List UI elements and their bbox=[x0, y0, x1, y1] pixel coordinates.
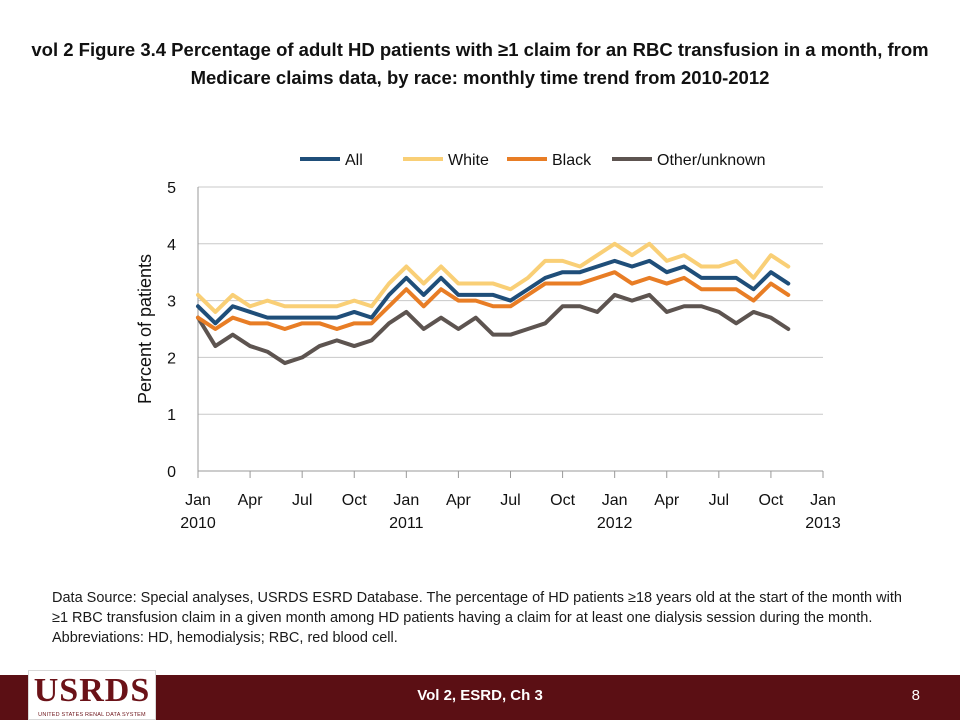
series-lines bbox=[196, 241, 791, 366]
y-tick-label: 3 bbox=[167, 294, 176, 311]
x-tick-label: Apr bbox=[654, 492, 680, 509]
legend: All White Black Other/unknown bbox=[300, 152, 766, 169]
usrds-logo: USRDS UNITED STATES RENAL DATA SYSTEM bbox=[28, 670, 156, 720]
y-tick-label: 4 bbox=[167, 237, 176, 254]
axes: 0 1 2 3 4 5 Jan 2010 Apr Jul Oct Jan 2011 Apr Jul Oct Ja… bbox=[167, 180, 841, 532]
x-tick-label: Oct bbox=[550, 492, 575, 509]
slide-title: vol 2 Figure 3.4 Percentage of adult HD … bbox=[31, 39, 929, 88]
x-tick-year-label: 2013 bbox=[805, 515, 841, 532]
series-line-black bbox=[196, 270, 791, 331]
series-line-other-unknown bbox=[196, 292, 791, 366]
x-tick-year-label: 2011 bbox=[389, 515, 424, 532]
y-axis-title: Percent of patients bbox=[135, 254, 155, 404]
logo-text: USRDS bbox=[33, 672, 151, 709]
x-tick-label: Jan bbox=[393, 492, 419, 509]
series-line-white bbox=[196, 241, 791, 314]
page-number: 8 bbox=[911, 687, 920, 704]
series-line-all bbox=[196, 258, 791, 326]
legend-label-other-unknown: Other/unknown bbox=[657, 152, 766, 169]
x-tick-label: Jan bbox=[185, 492, 211, 509]
y-tick-label: 1 bbox=[167, 407, 176, 424]
footer-bar bbox=[0, 675, 960, 720]
legend-label-white: White bbox=[448, 152, 489, 169]
x-tick-label: Apr bbox=[238, 492, 264, 509]
x-tick-label: Jul bbox=[709, 492, 729, 509]
y-tick-label: 0 bbox=[167, 464, 176, 481]
logo-subtext: UNITED STATES RENAL DATA SYSTEM bbox=[38, 712, 146, 718]
line-chart: 0 1 2 3 4 5 Jan 2010 Apr Jul Oct Jan 2011 Apr Jul Oct Ja… bbox=[135, 152, 841, 532]
x-tick-label: Jan bbox=[602, 492, 628, 509]
footer-label: Vol 2, ESRD, Ch 3 bbox=[417, 687, 543, 704]
legend-label-black: Black bbox=[552, 152, 592, 169]
x-tick-label: Jul bbox=[292, 492, 312, 509]
x-tick-year-label: 2010 bbox=[180, 515, 216, 532]
figure-caption: Data Source: Special analyses, USRDS ESR… bbox=[52, 590, 902, 646]
x-tick-label: Apr bbox=[446, 492, 472, 509]
legend-label-all: All bbox=[345, 152, 363, 169]
x-tick-label: Jul bbox=[500, 492, 520, 509]
x-tick-label: Oct bbox=[758, 492, 783, 509]
y-tick-label: 2 bbox=[167, 350, 176, 367]
x-tick-label: Oct bbox=[342, 492, 367, 509]
x-tick-label: Jan bbox=[810, 492, 836, 509]
x-tick-year-label: 2012 bbox=[597, 515, 633, 532]
y-tick-label: 5 bbox=[167, 180, 176, 197]
